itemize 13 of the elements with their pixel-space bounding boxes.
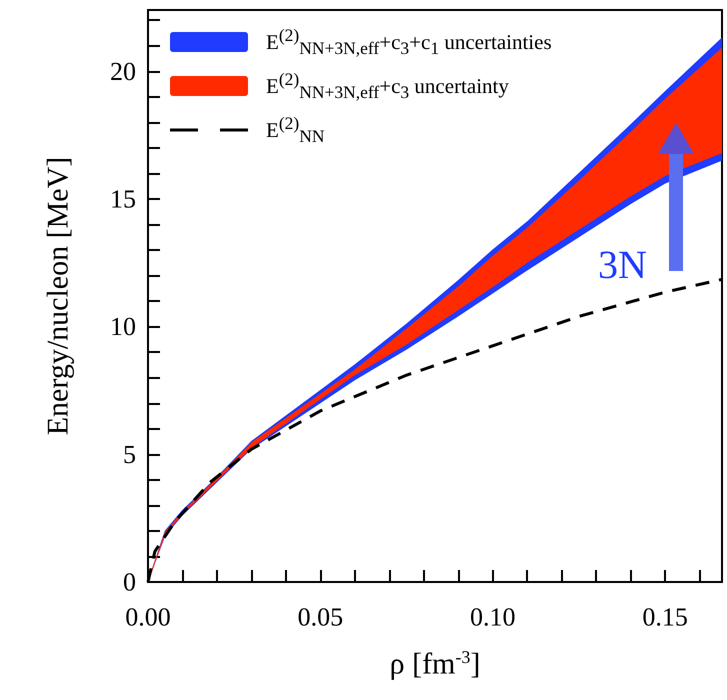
y-axis-title: Energy/nucleon [MeV] [42, 156, 74, 436]
x-tick-label: 0.10 [470, 602, 516, 632]
legend-label: E$^{(2)}$$_{NN+3N,eff}$+c$_{3}$ uncertainty [266, 68, 509, 104]
y-tick-label: 20 [110, 56, 136, 86]
y-tick-label: 15 [110, 184, 136, 214]
legend-label: E$^{(2)}$$_{NN+3N,eff}$+c$_{3}$+c$_{1}$ uncertainties [266, 24, 552, 60]
annotation: 3N [598, 241, 647, 289]
y-tick-label: 0 [123, 568, 136, 596]
x-tick-label: 0.05 [298, 602, 344, 632]
x-tick-label: 0.15 [642, 602, 688, 632]
y-tick-label: 5 [123, 440, 136, 469]
y-tick-label: 10 [110, 312, 136, 342]
x-tick-label: 0.00 [125, 602, 171, 632]
